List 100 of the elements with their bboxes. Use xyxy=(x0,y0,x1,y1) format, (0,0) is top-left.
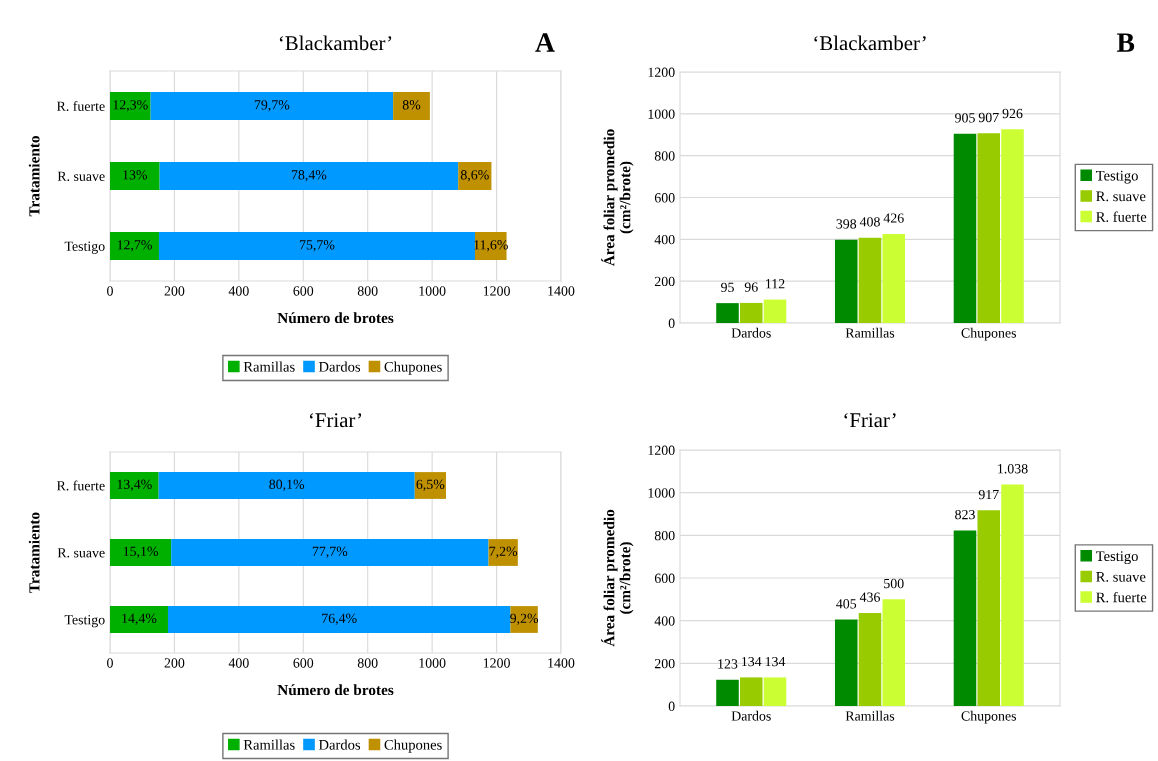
bar xyxy=(953,133,977,323)
legend-label: Chupones xyxy=(384,361,442,375)
x-tick-label: Ramillas xyxy=(845,710,895,721)
y-tick-label: R. suave xyxy=(57,171,105,182)
annotation: 76,4% xyxy=(322,613,357,625)
annotation: 6,5% xyxy=(416,479,445,491)
data-label: 426 xyxy=(883,213,904,223)
y-tick-label: R. suave xyxy=(57,548,105,558)
data-label: 907 xyxy=(978,112,999,123)
y-tick-label: R. fuerte xyxy=(56,480,105,491)
x-tick-label: Chupones xyxy=(961,710,1017,724)
bar xyxy=(1001,484,1024,706)
x-tick-label: 400 xyxy=(228,286,249,296)
x-tick-label: 1400 xyxy=(548,286,575,296)
bar xyxy=(110,606,168,633)
x-tick-label: 800 xyxy=(357,286,378,296)
annotation: 79,7% xyxy=(254,100,290,112)
legend-label: Chupones xyxy=(384,739,442,753)
bar xyxy=(110,92,151,120)
legend-label: Testigo xyxy=(1095,170,1138,184)
x-tick-label: 200 xyxy=(164,286,185,296)
data-label: 917 xyxy=(978,489,999,500)
annotation: 7,2% xyxy=(489,546,518,558)
y-tick-label: 800 xyxy=(654,151,675,161)
y-tick-label: 200 xyxy=(654,276,675,287)
data-label: 95 xyxy=(721,282,734,292)
annotation: 12,3% xyxy=(113,100,148,112)
data-label: 134 xyxy=(765,656,786,667)
annotation: 12,7% xyxy=(117,240,152,252)
data-label: 905 xyxy=(955,113,975,123)
legend-label: R. fuerte xyxy=(1096,591,1147,603)
x-tick-label: 1000 xyxy=(419,658,446,668)
bar xyxy=(458,162,492,190)
y-tick-label: 800 xyxy=(654,530,675,541)
bar xyxy=(110,472,159,499)
chart-title: ‘Blackamber’ xyxy=(279,35,392,51)
data-label: 500 xyxy=(884,578,904,589)
data-label: 134 xyxy=(742,656,762,667)
annotation: 75,7% xyxy=(299,240,335,252)
x-tick-label: 200 xyxy=(164,658,185,668)
bar xyxy=(171,539,489,566)
bar xyxy=(739,677,763,706)
bar xyxy=(110,539,172,566)
y-axis-title: Área foliar promedio (cm²/brote) xyxy=(601,129,634,267)
y-tick-label: 0 xyxy=(668,318,675,328)
legend-label: Dardos xyxy=(318,739,361,750)
annotation: 15,1% xyxy=(123,546,159,558)
bar xyxy=(110,232,159,260)
annotation: 8% xyxy=(402,100,421,110)
bar xyxy=(110,162,160,190)
y-tick-label: Testigo xyxy=(64,615,105,628)
chart-title: ‘Friar’ xyxy=(844,413,896,428)
annotation: 13,4% xyxy=(117,479,152,491)
data-label: 436 xyxy=(859,592,880,602)
text: A xyxy=(535,33,555,52)
bar xyxy=(882,599,906,706)
bar xyxy=(158,232,475,260)
y-axis-title: Área foliar promedio (cm²/brote) xyxy=(601,509,634,647)
data-label: 823 xyxy=(955,509,975,520)
bar xyxy=(393,92,430,120)
legend-label: R. suave xyxy=(1096,191,1146,202)
x-tick-label: Dardos xyxy=(731,327,771,338)
annotation: 78,4% xyxy=(291,170,327,182)
y-tick-label: Testigo xyxy=(64,241,105,254)
x-tick-label: 1000 xyxy=(419,286,446,296)
legend-label: Testigo xyxy=(1095,551,1138,565)
y-axis-title: Tratamiento xyxy=(28,135,40,217)
legend-label: Dardos xyxy=(318,361,361,372)
bar xyxy=(953,530,977,706)
bar xyxy=(414,472,446,499)
x-tick-label: 1200 xyxy=(483,286,510,296)
chart-title: ‘Friar’ xyxy=(309,413,362,428)
annotation: 80,1% xyxy=(269,479,305,491)
bar xyxy=(739,302,763,323)
y-tick-label: 400 xyxy=(654,616,675,626)
annotation: 77,7% xyxy=(312,546,348,558)
data-label: 408 xyxy=(859,217,880,227)
data-label: 405 xyxy=(836,599,857,609)
x-tick-label: Ramillas xyxy=(845,327,895,338)
bar xyxy=(159,162,459,190)
bar xyxy=(1001,129,1024,323)
x-tick-label: 1400 xyxy=(548,658,575,668)
annotation: 8,6% xyxy=(460,170,489,182)
y-tick-label: 1200 xyxy=(648,67,675,77)
bar xyxy=(834,619,858,706)
x-tick-label: 1200 xyxy=(483,658,510,668)
data-label: 926 xyxy=(1002,108,1023,119)
legend-label: R. fuerte xyxy=(1096,211,1147,222)
bar xyxy=(858,612,882,706)
y-axis-title: Tratamiento xyxy=(28,512,40,593)
legend-label: Ramillas xyxy=(243,361,295,372)
data-label: 1.038 xyxy=(998,464,1028,474)
data-label: 96 xyxy=(744,282,758,292)
x-tick-label: 400 xyxy=(228,658,249,668)
text: B xyxy=(1116,33,1135,52)
y-tick-label: 1000 xyxy=(648,488,675,498)
annotation: 14,4% xyxy=(122,613,157,625)
y-tick-label: 400 xyxy=(654,234,675,245)
bar xyxy=(488,539,518,566)
x-tick-label: 800 xyxy=(357,658,378,668)
